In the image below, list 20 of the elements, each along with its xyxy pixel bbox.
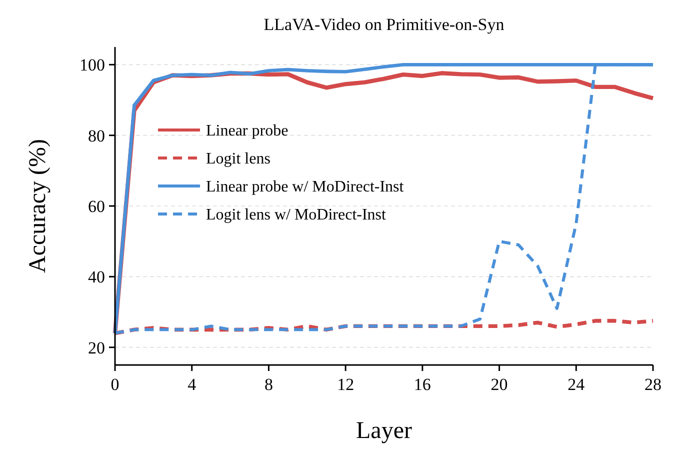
x-tick-label: 20 bbox=[490, 375, 508, 394]
x-tick-label: 4 bbox=[188, 375, 197, 394]
x-tick-label: 24 bbox=[568, 375, 586, 394]
y-tick-label: 60 bbox=[88, 196, 105, 216]
legend-label: Logit lens bbox=[206, 150, 270, 168]
x-tick-label: 8 bbox=[264, 375, 273, 394]
x-tick-label: 0 bbox=[110, 375, 120, 394]
y-tick-label: 40 bbox=[88, 268, 105, 287]
x-tick-label: 12 bbox=[337, 375, 354, 394]
x-axis-title: Layer bbox=[356, 418, 412, 444]
y-tick-label: 100 bbox=[80, 56, 105, 75]
chart-title: LLaVA-Video on Primitive-on-Syn bbox=[264, 15, 505, 34]
x-tick-label: 16 bbox=[414, 375, 431, 394]
y-tick-label: 80 bbox=[88, 126, 105, 146]
x-tick-label: 28 bbox=[644, 375, 662, 394]
legend-label: Logit lens w/ MoDirect-Inst bbox=[206, 206, 387, 224]
legend-label: Linear probe bbox=[206, 122, 288, 140]
legend-label: Linear probe w/ MoDirect-Inst bbox=[206, 178, 404, 196]
y-axis-title: Accuracy (%) bbox=[25, 139, 51, 273]
y-tick-label: 20 bbox=[88, 338, 105, 358]
